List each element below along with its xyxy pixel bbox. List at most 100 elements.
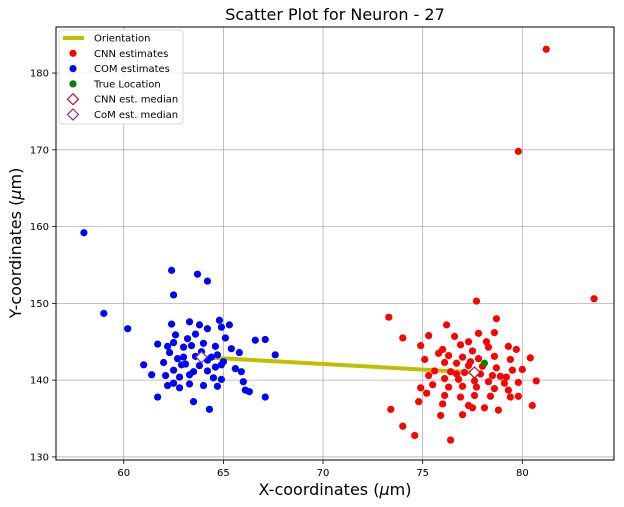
com-estimate-point — [175, 373, 184, 381]
cnn-estimate-point — [470, 391, 479, 400]
com-estimate-point — [189, 398, 198, 406]
y-tick-label: 130 — [30, 452, 49, 463]
cnn-estimate-point — [500, 379, 508, 387]
com-estimate-point — [217, 361, 226, 369]
legend-box — [58, 29, 184, 125]
com-estimate-point — [251, 336, 259, 344]
cnn-estimate-point — [460, 368, 469, 377]
plot-area — [55, 26, 615, 461]
cnn-estimate-point — [526, 354, 534, 362]
com-estimate-point — [154, 393, 162, 401]
cnn-estimate-point — [466, 358, 475, 366]
cnn-estimate-point — [456, 393, 465, 401]
com-estimate-point — [164, 381, 172, 390]
com-estimate-point — [239, 378, 247, 386]
com-estimate-point — [215, 316, 224, 324]
cnn-estimate-point — [446, 368, 455, 376]
com-estimate-point — [80, 229, 88, 237]
cnn-estimate-point — [542, 45, 550, 53]
x-tick-label: 60 — [117, 468, 130, 479]
x-tick-label: 80 — [516, 468, 529, 479]
com-estimate-point — [227, 345, 235, 353]
cnn-estimate-point — [474, 355, 483, 363]
y-tick-label: 140 — [30, 376, 49, 387]
legend-label: CoM est. median — [94, 110, 178, 121]
com-estimate-point — [199, 339, 208, 347]
y-axis-label: Y-coordinates (μm) — [6, 168, 25, 320]
y-tick-label: 170 — [30, 145, 49, 156]
cnn-estimate-point — [514, 392, 522, 400]
cnn-estimate-point — [444, 383, 453, 391]
com-estimate-point — [185, 371, 194, 379]
com-estimate-point — [169, 379, 178, 387]
com-estimate-point — [217, 375, 226, 383]
com-estimate-point — [217, 323, 226, 331]
cnn-estimate-point — [484, 378, 493, 386]
cnn-estimate-point — [514, 378, 522, 387]
cnn-estimate-point — [506, 393, 514, 401]
com-estimate-point — [100, 309, 108, 317]
cnn-estimate-point — [458, 382, 467, 390]
cnn-estimate-point — [512, 345, 520, 354]
com-median-marker — [195, 350, 208, 364]
cnn-estimate-point — [470, 377, 479, 385]
com-estimate-point — [213, 351, 222, 359]
chart-title: Scatter Plot for Neuron - 27 — [225, 5, 445, 24]
com-estimate-point — [148, 371, 156, 379]
cnn-estimate-point — [518, 365, 526, 374]
x-tick-label: 70 — [317, 468, 330, 479]
com-estimate-point — [165, 348, 174, 357]
legend-label: COM estimates — [94, 64, 170, 75]
cnn-estimate-point — [429, 381, 437, 389]
y-axis-label-unit: m) — [6, 168, 25, 190]
cnn-estimate-point — [494, 406, 503, 414]
y-tick-label: 180 — [30, 69, 49, 80]
legend-label: CNN estimates — [94, 49, 168, 60]
com-estimate-point — [231, 365, 239, 373]
cnn-estimate-point — [385, 313, 393, 321]
x-axis-label-greek: μ — [378, 480, 389, 499]
com-estimate-point — [221, 334, 229, 342]
plot-frame — [55, 26, 615, 461]
x-axis-ticks: 60 65 70 75 80 — [117, 460, 529, 479]
y-tick-label: 160 — [30, 222, 49, 233]
x-tick-label: 65 — [217, 468, 230, 479]
cnn-estimate-point — [590, 295, 598, 303]
cnn-estimate-point — [415, 398, 423, 406]
cnn-estimate-point — [417, 384, 425, 392]
cnn-estimate-point — [446, 436, 455, 444]
orientation-layer — [201, 355, 475, 375]
com-estimate-point — [177, 361, 186, 369]
cnn-estimate-point — [468, 347, 477, 355]
true-location-point — [480, 359, 489, 367]
com-estimate-point — [160, 358, 168, 367]
com-estimate-point — [193, 270, 202, 278]
cnn-median-marker — [468, 366, 481, 379]
cnn-estimate-point — [425, 371, 433, 380]
com-estimate-point — [203, 367, 212, 375]
cnn-estimate-point — [532, 377, 540, 385]
com-estimate-point — [211, 363, 220, 371]
cnn-estimate-point — [514, 147, 522, 155]
com-estimate-point — [205, 405, 214, 413]
cnn-estimate-point — [472, 297, 481, 305]
cnn-estimate-point — [492, 364, 501, 372]
com-estimate-point — [124, 325, 132, 333]
cnn-estimate-point — [474, 329, 483, 337]
com-estimate-point — [183, 335, 192, 343]
cnn-estimate-point — [423, 389, 431, 397]
com-estimate-point — [203, 277, 212, 285]
com-estimate-point — [195, 361, 204, 370]
com-estimate-point — [211, 342, 220, 350]
cnn-estimate-point — [472, 383, 481, 391]
com-estimate-point — [261, 335, 269, 344]
cnn-estimate-point — [486, 392, 495, 400]
com-estimate-point — [140, 361, 148, 369]
com-estimate-point — [209, 374, 218, 382]
com-estimate-point — [235, 348, 243, 357]
legend-label: True Location — [93, 79, 161, 90]
data-points — [80, 45, 598, 444]
com-estimate-point — [169, 366, 178, 374]
cnn-estimate-point — [450, 332, 459, 340]
y-tick-label: 150 — [30, 299, 49, 310]
